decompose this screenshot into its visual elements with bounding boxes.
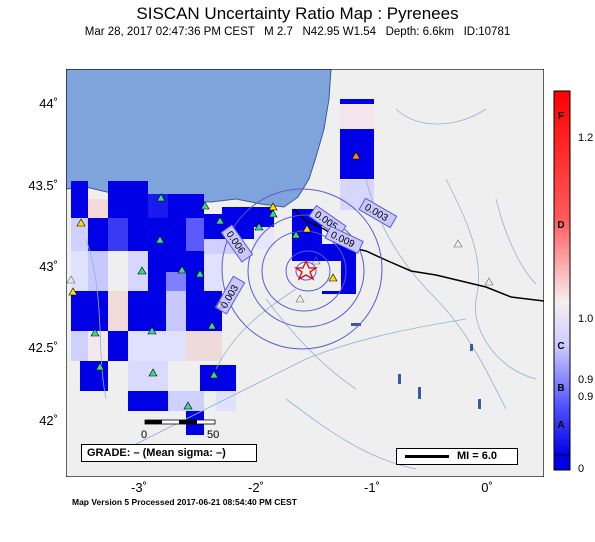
- lakes: [351, 323, 481, 409]
- mi-legend-text: MI = 6.0: [457, 450, 498, 462]
- lat-label-43-5: 43.5˚: [28, 178, 58, 193]
- colorbar-value-0: 0: [578, 463, 585, 475]
- lon-label-minus2: -2˚: [248, 480, 264, 495]
- grade-box: GRADE: – (Mean sigma: –): [81, 444, 257, 462]
- mi-legend: MI = 6.0: [396, 448, 518, 465]
- epicenter-star[interactable]: [293, 259, 319, 281]
- lon-label-0: 0˚: [481, 480, 493, 495]
- colorbar-value-0-9b: 0.9: [578, 391, 594, 403]
- lat-label-43: 43˚: [39, 259, 58, 274]
- map-footer: Map Version 5 Processed 2017-06-21 08:54…: [72, 497, 297, 507]
- colorbar-letter-c: C: [557, 341, 565, 352]
- colorbar-letter-a: A: [557, 420, 565, 431]
- map-title: SISCAN Uncertainty Ratio Map : Pyrenees: [136, 4, 459, 23]
- mi-line-symbol: [405, 455, 449, 458]
- sea-area: [66, 69, 332, 208]
- country-border: [293, 208, 544, 302]
- colorbar-letter-d: D: [557, 220, 565, 231]
- ratio-cells: [71, 99, 374, 435]
- colorbar-value-1-2: 1.2: [578, 132, 594, 144]
- colorbar-letter-b: B: [557, 383, 565, 394]
- uncertainty-map[interactable]: 0.003 0.005 0.009 0.006 0.003: [66, 69, 544, 477]
- scale-label-50: 50: [207, 429, 220, 441]
- colorbar-letter-f: F: [557, 111, 565, 122]
- lat-label-42-5: 42.5˚: [28, 340, 58, 355]
- colorbar-value-0-9a: 0.9: [578, 374, 594, 386]
- scale-label-0: 0: [141, 429, 148, 441]
- map-subtitle: Mar 28, 2017 02:47:36 PM CEST M 2.7 N42.…: [84, 26, 511, 38]
- lat-label-44: 44˚: [39, 96, 58, 111]
- scale-bar: [144, 419, 216, 425]
- stations: [66, 151, 494, 410]
- colorbar: [553, 90, 571, 471]
- lon-label-minus1: -1˚: [364, 480, 380, 495]
- lon-label-minus3: -3˚: [131, 480, 147, 495]
- lat-label-42: 42˚: [39, 413, 58, 428]
- colorbar-value-1-0: 1.0: [578, 313, 594, 325]
